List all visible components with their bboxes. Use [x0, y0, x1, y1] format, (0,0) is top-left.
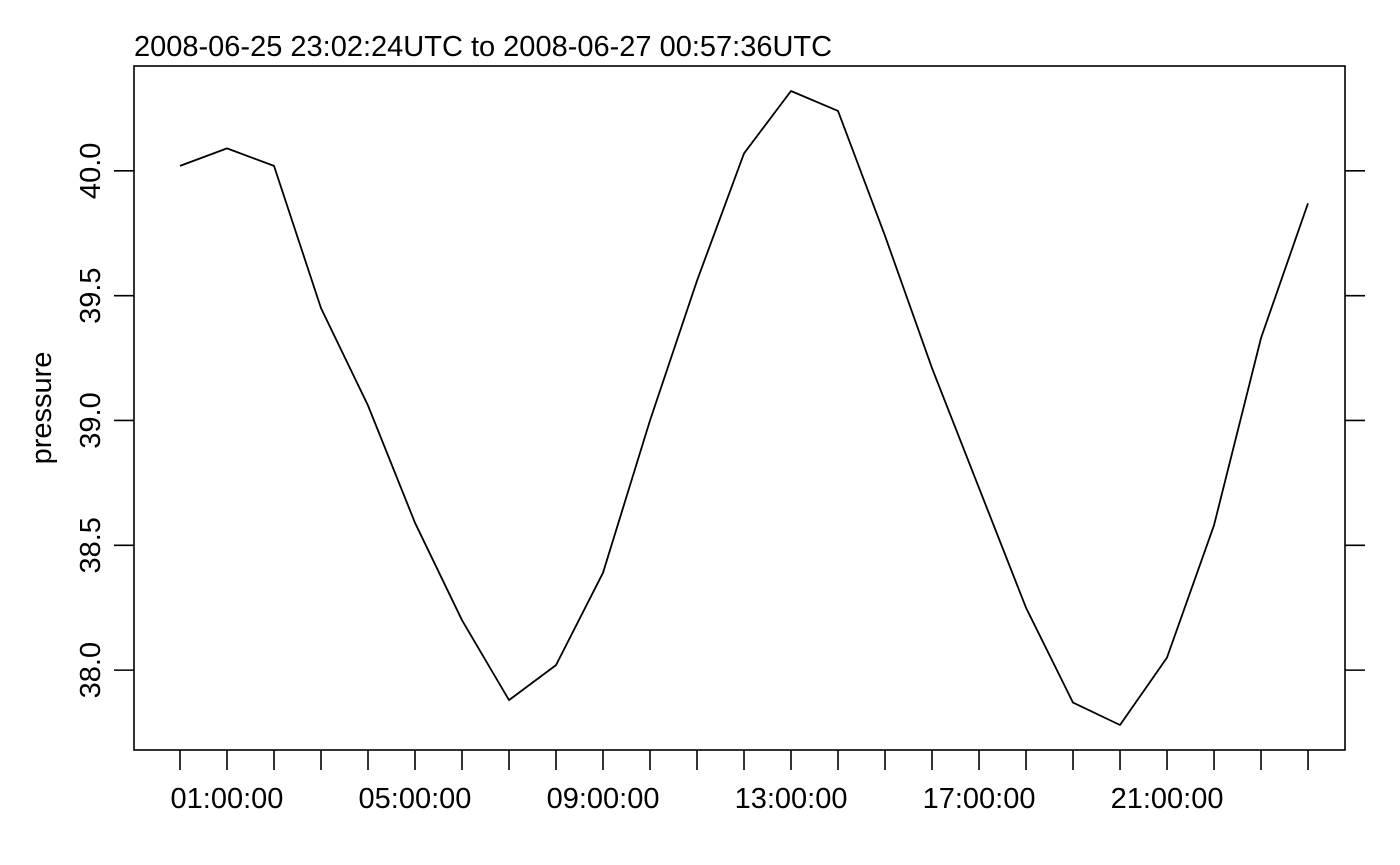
y-axis-right [1345, 170, 1365, 671]
y-tick-label: 39.0 [75, 392, 107, 448]
x-tick-label: 17:00:00 [923, 783, 1036, 815]
y-tick-label: 38.0 [75, 642, 107, 698]
series-line [179, 90, 1309, 726]
x-tick-label: 21:00:00 [1111, 783, 1224, 815]
x-tick-label: 13:00:00 [735, 783, 848, 815]
y-tick-label: 39.5 [75, 267, 107, 323]
x-tick-label: 01:00:00 [171, 783, 284, 815]
data-points [180, 91, 1308, 725]
x-axis: 01:00:00 05:00:00 09:00:00 13:00:00 17:00:00… [171, 750, 1309, 815]
x-tick-label: 05:00:00 [359, 783, 472, 815]
y-axis-left: 38.0 38.5 39.0 39.5 40.0 [75, 143, 134, 698]
y-tick-label: 38.5 [75, 517, 107, 573]
y-axis-label: pressure [26, 352, 58, 465]
plot-frame [133, 65, 1346, 751]
chart-title: 2008-06-25 23:02:24UTC to 2008-06-27 00:… [134, 31, 832, 63]
y-tick-label: 40.0 [75, 143, 107, 199]
x-tick-label: 09:00:00 [547, 783, 660, 815]
